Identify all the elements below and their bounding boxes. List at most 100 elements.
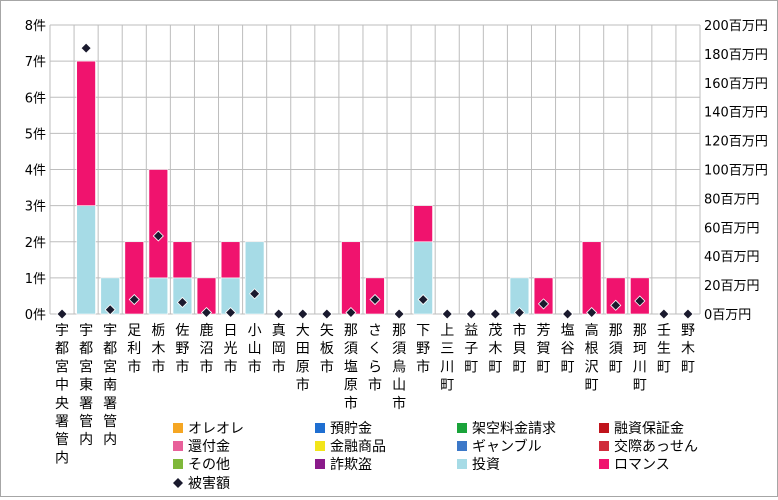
marker-被害額-野木町 — [682, 308, 694, 320]
marker-被害額-那須塩原市 — [345, 306, 357, 319]
y-left-tick: 1件 — [25, 272, 46, 287]
y-right-tick: 120百万円 — [704, 135, 768, 150]
marker-被害額-宇都宮南署管内 — [104, 304, 116, 316]
bar-ロマンス-栃木市 — [148, 169, 169, 279]
marker-被害額-茂木町 — [489, 308, 501, 320]
y-left-tick: 2件 — [25, 236, 46, 251]
y-left-tick: 7件 — [25, 55, 46, 70]
marker-被害額-佐野市 — [176, 296, 188, 309]
legend-swatch-その他 — [173, 459, 183, 469]
legend-label-オレオレ: オレオレ — [188, 421, 244, 437]
legend-label-被害額: 被害額 — [188, 476, 230, 492]
y-right-tick: 0百万円 — [704, 308, 751, 323]
legend-label-その他: その他 — [188, 457, 230, 473]
x-category-label: 真岡市 — [272, 323, 286, 375]
legend-label-詐欺盗: 詐欺盗 — [330, 457, 372, 473]
x-category-label: 小山市 — [248, 323, 262, 375]
x-category-label: 佐野市 — [175, 323, 189, 375]
bar-ロマンス-下野市 — [413, 205, 433, 243]
marker-被害額-高根沢町 — [586, 306, 598, 319]
x-category-label: 野木町 — [681, 323, 695, 375]
x-category-label: さくら市 — [368, 323, 382, 394]
x-category-label: 那須町 — [609, 323, 623, 375]
marker-被害額-上三川町 — [441, 308, 453, 320]
legend-swatch-交際あっせん — [599, 441, 609, 451]
bar-投資-小山市 — [244, 241, 265, 315]
y-right-tick: 80百万円 — [704, 192, 760, 207]
legend-swatch-架空料金請求 — [457, 423, 467, 433]
legend-label-預貯金: 預貯金 — [330, 421, 372, 437]
marker-被害額-さくら市 — [369, 293, 381, 306]
x-category-label: 足利市 — [127, 323, 141, 375]
y-right-tick: 200百万円 — [704, 19, 768, 34]
legend-label-金融商品: 金融商品 — [330, 439, 386, 455]
y-right-tick: 180百万円 — [704, 48, 768, 63]
legend-label-投資: 投資 — [472, 457, 500, 473]
legend-swatch-ギャンブル — [457, 441, 467, 451]
bar-投資-佐野市 — [172, 277, 193, 315]
x-category-label: 那珂川町 — [633, 323, 647, 394]
marker-被害額-市貝町 — [513, 306, 526, 319]
x-category-label: 大田原市 — [296, 323, 310, 394]
x-category-label: 市貝町 — [512, 322, 526, 375]
bar-ロマンス-佐野市 — [172, 241, 193, 279]
legend-swatch-ロマンス — [599, 459, 609, 469]
y-left-tick: 4件 — [25, 164, 46, 179]
x-category-label: 塩谷町 — [561, 323, 575, 375]
marker-被害額-小山市 — [249, 288, 261, 300]
bar-ロマンス-足利市 — [124, 241, 144, 315]
legend-label-ギャンブル: ギャンブル — [472, 438, 542, 455]
bar-ロマンス-宇都宮東署管内 — [76, 60, 96, 206]
y-left-tick: 5件 — [25, 127, 46, 142]
marker-被害額-下野市 — [417, 293, 429, 306]
marker-被害額-栃木市 — [152, 230, 164, 242]
x-category-label: 高根沢町 — [585, 322, 599, 394]
bar-ロマンス-日光市 — [220, 241, 241, 279]
bar-ロマンス-芳賀町 — [533, 277, 554, 315]
legend-swatch-預貯金 — [315, 423, 325, 433]
x-category-label: 宇都宮中央署管内 — [55, 323, 69, 466]
x-category-label: 壬生町 — [657, 323, 671, 375]
y-right-tick: 160百万円 — [704, 77, 768, 92]
y-right-tick: 60百万円 — [704, 221, 760, 236]
marker-被害額-足利市 — [128, 293, 140, 306]
legend-swatch-金融商品 — [315, 441, 325, 451]
legend-swatch-被害額 — [173, 478, 183, 488]
x-category-label: 茂木町 — [488, 322, 502, 375]
marker-被害額-那須烏山市 — [393, 308, 405, 320]
legend-label-架空料金請求: 架空料金請求 — [472, 421, 556, 437]
x-category-label: 日光市 — [224, 323, 238, 375]
marker-被害額-那須町 — [610, 299, 622, 311]
marker-被害額-宇都宮東署管内 — [80, 42, 92, 54]
x-category-label: 矢板市 — [320, 323, 334, 375]
legend-label-融資保証金: 融資保証金 — [614, 421, 684, 437]
x-category-label: 上三川町 — [440, 323, 454, 394]
x-category-label: 宇都宮東署管内 — [79, 323, 93, 448]
y-right-tick: 40百万円 — [704, 250, 760, 265]
legend-swatch-投資 — [457, 459, 467, 469]
legend-label-交際あっせん: 交際あっせん — [614, 438, 698, 455]
marker-被害額-鹿沼市 — [200, 306, 213, 319]
x-category-label: 下野市 — [416, 323, 430, 375]
x-category-label: 宇都宮南署管内 — [103, 323, 117, 448]
x-category-label: 芳賀町 — [537, 322, 551, 375]
y-left-tick: 0件 — [25, 308, 46, 323]
marker-被害額-宇都宮中央署管内 — [56, 308, 68, 320]
marker-被害額-芳賀町 — [537, 298, 550, 310]
marker-被害額-真岡市 — [273, 308, 285, 320]
x-category-label: 栃木市 — [151, 323, 165, 375]
legend-swatch-融資保証金 — [599, 423, 609, 433]
legend-swatch-還付金 — [173, 441, 183, 451]
marker-被害額-益子町 — [465, 308, 477, 320]
legend-swatch-詐欺盗 — [315, 459, 325, 469]
x-category-label: 那須烏山市 — [392, 323, 406, 412]
y-right-tick: 20百万円 — [704, 279, 760, 294]
marker-被害額-壬生町 — [658, 308, 670, 320]
bar-ロマンス-高根沢町 — [581, 241, 602, 315]
x-category-label: 益子町 — [464, 323, 478, 375]
marker-被害額-日光市 — [224, 306, 237, 319]
marker-被害額-大田原市 — [297, 308, 309, 320]
y-left-tick: 3件 — [25, 200, 46, 215]
